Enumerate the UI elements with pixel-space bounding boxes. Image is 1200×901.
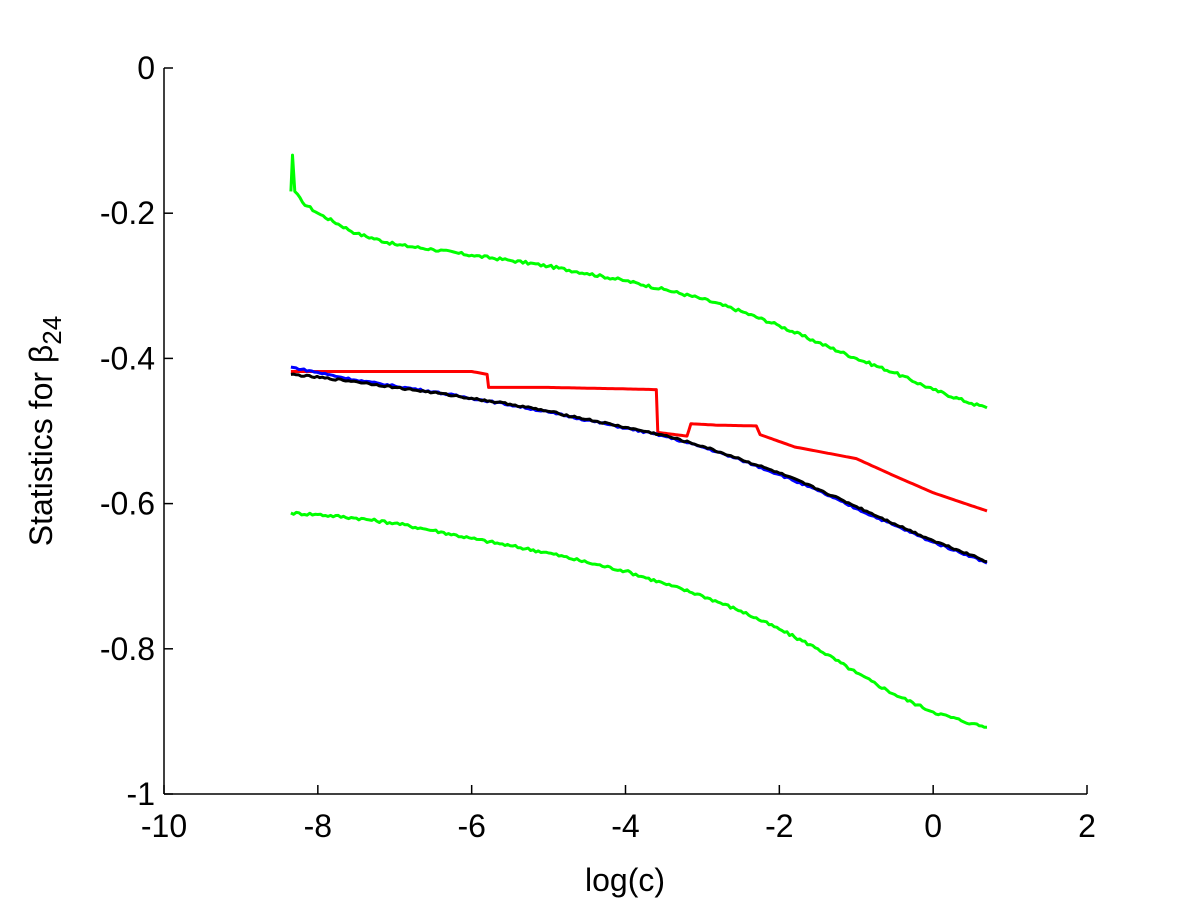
series-line-2 (290, 510, 988, 729)
x-tick-label: -2 (765, 808, 793, 844)
x-tick-label: 0 (924, 808, 942, 844)
series-line-3 (290, 370, 988, 513)
y-axis-title-prefix: Statistics for (23, 363, 59, 546)
y-tick-label: -1 (127, 776, 155, 812)
y-tick-label: -0.4 (100, 340, 155, 376)
y-axis-title: Statistics for β24 (23, 316, 67, 546)
x-tick-label: -8 (304, 808, 332, 844)
x-tick-label: 2 (1078, 808, 1096, 844)
series-layer (289, 153, 988, 729)
y-tick-label: -0.6 (100, 486, 155, 522)
y-axis-title-symbol: β (23, 345, 59, 363)
y-tick-label: 0 (137, 50, 155, 86)
x-tick-label: -6 (457, 808, 485, 844)
x-tick-label: -4 (611, 808, 639, 844)
y-axis-title-subscript: 24 (37, 316, 67, 345)
x-tick-label: -10 (141, 808, 187, 844)
series-line-1 (289, 153, 988, 410)
y-tick-label: -0.2 (100, 195, 155, 231)
plot-area (164, 68, 1087, 794)
x-axis-title: log(c) (585, 862, 665, 898)
ticks-layer: -10 -8 -6 -4 -2 0 2 0 -0.2 -0.4 -0.6 -0.8 -1 (100, 50, 1096, 844)
series-line-5 (290, 372, 988, 564)
y-tick-label: -0.8 (100, 631, 155, 667)
